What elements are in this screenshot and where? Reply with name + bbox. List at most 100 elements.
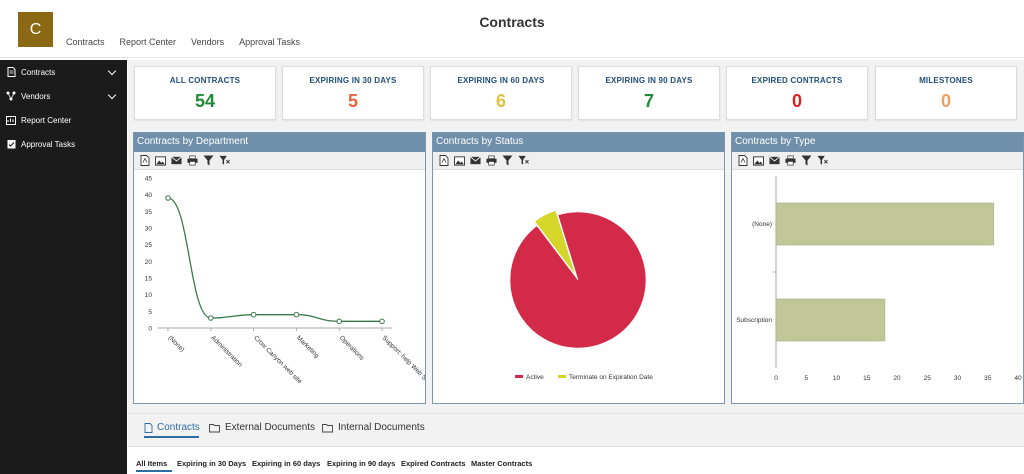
department-line-chart: 0 5 10 15 20 25 30 35 40 45 (None) Administration Cr… [145,176,433,387]
header: C Contracts Contracts Report Center Vend… [0,0,1024,58]
data-point [208,315,214,321]
kpi-value: 0 [940,91,951,111]
pdf-icon[interactable] [438,155,449,166]
x-tick-label: Support: help Web Site [381,334,425,386]
panel-title: Contracts by Status [433,133,724,152]
topnav-vendors[interactable]: Vendors [191,37,225,47]
filter-icon[interactable] [203,155,214,166]
x-tick-label: Marketing [295,334,320,359]
kpi-value: 54 [194,91,216,111]
sidebar-item-approval-tasks[interactable]: Approval Tasks [0,132,127,156]
kpi-expiring-90[interactable]: EXPIRING IN 90 DAYS 7 [578,66,720,120]
data-point [250,311,257,318]
x-tick-label: Operations [338,334,366,362]
sidebar-item-label: Contracts [21,67,56,77]
view-expired-contracts[interactable]: Expired Contracts [401,459,466,468]
legend-swatch [558,375,566,378]
data-point [336,318,342,325]
sidebar-item-label: Report Center [21,115,72,125]
sidebar-item-report-center[interactable]: Report Center [0,108,127,132]
pdf-icon[interactable] [139,155,150,166]
email-icon[interactable] [171,155,182,166]
clear-filter-icon[interactable] [219,155,230,166]
sidebar-item-vendors[interactable]: Vendors [0,84,127,108]
panel-status: Contracts by Status Active Terminate on E… [432,132,725,404]
kpi-milestones[interactable]: MILESTONES 0 [875,66,1017,120]
view-selector: All Items Expiring in 30 Days Expiring i… [128,446,1024,474]
topnav-report-center[interactable]: Report Center [119,37,177,47]
y-tick-label: 20 [145,259,153,266]
sidebar-item-contracts[interactable]: Contracts [0,60,127,84]
y-tick-label: 45 [145,176,153,183]
legend-label: Active [526,374,544,381]
type-bar-chart: (None) Subscription 0 5 10 15 20 25 30 35 40 [736,176,1022,382]
image-icon[interactable] [753,155,764,166]
tab-external-documents[interactable]: External Documents [209,422,315,433]
y-tick-label: 30 [145,226,153,233]
x-tick-label: Administration [209,334,243,368]
image-icon[interactable] [155,155,166,166]
email-icon[interactable] [470,155,481,166]
clear-filter-icon[interactable] [817,155,828,166]
chart-toolbar [433,152,724,170]
kpi-label: EXPIRING IN 60 DAYS [457,76,545,85]
chevron-down-icon[interactable] [107,90,117,99]
view-all-items[interactable]: All Items [136,459,168,468]
panel-department: Contracts by Department 0 5 10 15 20 25 30 35 40… [133,132,433,404]
pdf-icon[interactable] [737,155,748,166]
kpi-expiring-30[interactable]: EXPIRING IN 30 DAYS 5 [282,66,424,120]
email-icon[interactable] [769,155,780,166]
y-tick-label: 10 [145,292,153,299]
bar [775,202,995,246]
view-master-contracts[interactable]: Master Contracts [471,459,533,468]
network-icon [6,91,16,101]
data-point [293,311,300,318]
x-tick-label: 20 [893,375,901,382]
x-tick-label: (None) [167,334,186,353]
chevron-down-icon[interactable] [107,66,117,75]
report-icon [6,115,16,125]
filter-icon[interactable] [801,155,812,166]
y-tick-label: 35 [145,209,153,216]
tab-label: Contracts [157,422,200,433]
kpi-all-contracts[interactable]: ALL CONTRACTS 54 [134,66,276,120]
tab-contracts[interactable]: Contracts [144,422,200,433]
sidebar: Contracts Vendors Report Center Approval… [0,60,127,474]
sidebar-item-label: Approval Tasks [21,139,76,149]
x-tick-label: 0 [774,375,778,382]
x-tick-label: 40 [1014,375,1022,382]
kpi-value: 6 [495,91,506,111]
kpi-expiring-60[interactable]: EXPIRING IN 60 DAYS 6 [430,66,572,120]
chart-toolbar [134,152,425,170]
print-icon[interactable] [486,155,497,166]
print-icon[interactable] [187,155,198,166]
image-icon[interactable] [454,155,465,166]
data-point [379,318,385,325]
tab-internal-documents[interactable]: Internal Documents [322,422,425,433]
site-logo[interactable]: C [18,12,53,47]
topnav-approval-tasks[interactable]: Approval Tasks [239,37,300,47]
kpi-label: MILESTONES [919,76,973,85]
kpi-label: EXPIRED CONTRACTS [751,76,843,85]
view-expiring-30[interactable]: Expiring in 30 Days [177,459,247,468]
document-icon [6,67,16,77]
folder-icon [322,423,333,432]
view-expiring-60[interactable]: Expiring in 60 days [252,459,321,468]
view-expiring-90[interactable]: Expiring in 90 days [327,459,396,468]
kpi-label: ALL CONTRACTS [169,76,241,85]
kpi-label: EXPIRING IN 30 DAYS [309,76,397,85]
top-nav: Contracts Report Center Vendors Approval… [66,37,300,47]
filter-icon[interactable] [502,155,513,166]
y-tick-label: 25 [145,242,153,249]
panel-title: Contracts by Department [134,133,425,152]
print-icon[interactable] [785,155,796,166]
kpi-label: EXPIRING IN 90 DAYS [605,76,693,85]
x-tick-label: 30 [954,375,962,382]
legend-label: Terminate on Expiration Date [569,374,653,381]
bar [775,298,886,342]
topnav-contracts[interactable]: Contracts [66,37,105,47]
kpi-expired[interactable]: EXPIRED CONTRACTS 0 [726,66,868,120]
clear-filter-icon[interactable] [518,155,529,166]
panel-title: Contracts by Type [732,133,1023,152]
